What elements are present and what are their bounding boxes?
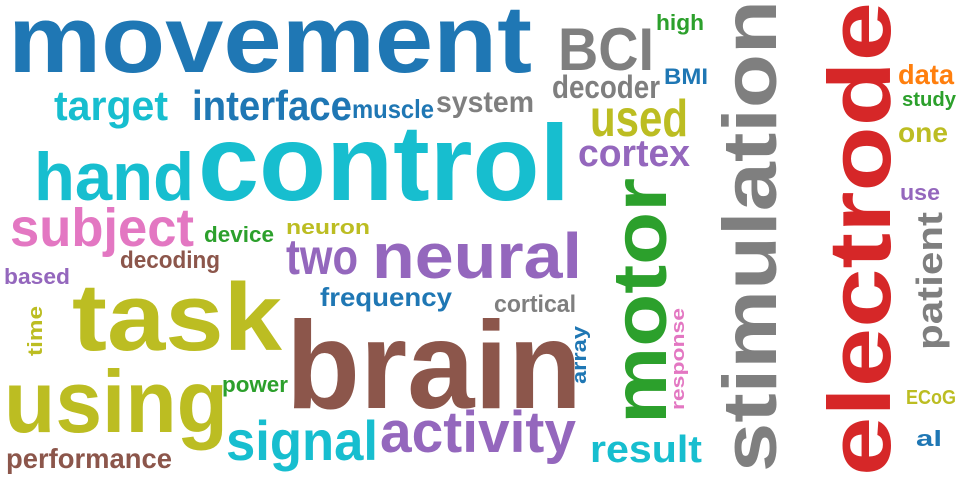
word-cortical: cortical: [494, 291, 576, 318]
word-used: used: [590, 90, 688, 148]
word-bci: BCI: [558, 16, 654, 83]
word-patient: patient: [909, 212, 950, 350]
word-movement: movement: [8, 0, 532, 93]
word-interface: interface: [192, 82, 352, 129]
word-one: one: [898, 117, 948, 148]
word-result: result: [590, 429, 702, 471]
word-system: system: [436, 86, 534, 119]
word-stimulation: stimulation: [708, 0, 793, 472]
word-time: time: [25, 306, 47, 356]
word-use: use: [900, 180, 940, 205]
word-neuron: neuron: [286, 217, 370, 239]
word-subject: subject: [10, 198, 194, 258]
word-task: task: [72, 264, 283, 371]
word-array: array: [569, 325, 591, 384]
word-control: control: [198, 102, 570, 223]
word-al: al: [916, 426, 942, 451]
word-motor: motor: [598, 178, 683, 424]
word-muscle: muscle: [352, 94, 434, 124]
word-activity: activity: [380, 400, 576, 465]
word-using: using: [4, 352, 228, 451]
word-neural: neural: [372, 220, 582, 292]
word-response: response: [668, 308, 688, 410]
word-electrode: electrode: [810, 2, 909, 476]
word-decoding: decoding: [120, 247, 220, 274]
word-decoder: decoder: [552, 69, 660, 105]
word-power: power: [222, 372, 288, 397]
word-two: two: [286, 229, 358, 285]
word-based: based: [4, 264, 70, 289]
word-study: study: [902, 89, 957, 111]
word-performance: performance: [6, 443, 172, 474]
word-ecog: ECoG: [906, 387, 956, 409]
word-high: high: [656, 10, 704, 35]
word-frequency: frequency: [320, 282, 453, 312]
word-signal: signal: [226, 409, 378, 472]
word-bmi: BMI: [664, 64, 708, 89]
word-target: target: [54, 82, 168, 129]
word-brain: brain: [286, 297, 582, 435]
word-device: device: [204, 222, 274, 247]
word-cortex: cortex: [578, 133, 690, 175]
word-data: data: [898, 59, 954, 90]
word-hand: hand: [34, 139, 194, 215]
